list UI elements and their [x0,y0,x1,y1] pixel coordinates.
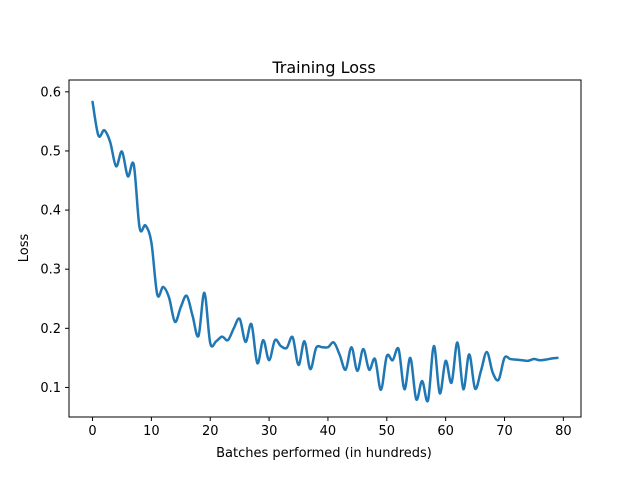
x-axis-ticks: 0 10 20 30 40 50 60 70 80 [88,417,572,439]
x-tick-label: 30 [261,424,278,439]
y-axis-label: Loss [17,234,32,263]
x-axis-label: Batches performed (in hundreds) [216,446,432,461]
y-axis-ticks: 0.1 0.2 0.3 0.4 0.5 0.6 [40,85,69,396]
x-tick-label: 40 [320,424,337,439]
x-tick-label: 20 [202,424,219,439]
plot-area-frame [68,79,582,418]
y-tick-label: 0.2 [40,322,61,337]
loss-series-line [91,100,559,403]
x-tick-label: 70 [496,424,513,439]
chart-title: Training Loss [271,58,375,77]
x-tick-label: 80 [555,424,572,439]
x-tick-label: 50 [379,424,396,439]
y-tick-label: 0.4 [40,204,61,219]
y-tick-label: 0.1 [40,381,61,396]
x-tick-label: 0 [88,424,96,439]
x-tick-label: 60 [437,424,454,439]
y-tick-label: 0.5 [40,144,61,159]
y-tick-label: 0.3 [40,263,61,278]
x-tick-label: 10 [143,424,160,439]
y-tick-label: 0.6 [40,85,61,100]
